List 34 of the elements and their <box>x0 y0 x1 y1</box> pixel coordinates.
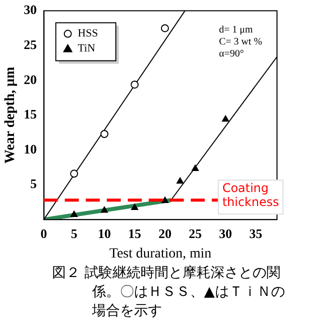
x-tick-label: 25 <box>188 226 202 241</box>
caption: 図２ 試験継続時間と摩耗深さとの関係。〇はＨＳＳ、▲はＴｉＮの場合を示す <box>52 264 286 321</box>
y-tick-label: 15 <box>24 106 38 122</box>
point <box>100 130 108 138</box>
x-tick-label: 20 <box>158 226 172 241</box>
point <box>222 115 230 122</box>
point <box>161 196 168 204</box>
point <box>176 177 184 184</box>
x-tick-label: 10 <box>98 226 111 241</box>
point <box>70 170 78 178</box>
point <box>160 24 169 32</box>
x-axis-title: Test duration, min <box>109 246 212 262</box>
annotation: d= 1 μm <box>219 24 253 36</box>
point <box>100 206 108 213</box>
y-tick-label: 20 <box>24 72 37 87</box>
annotation: C= 3 wt % <box>219 36 262 48</box>
point <box>131 204 138 210</box>
point <box>192 164 199 172</box>
annotation: α=90° <box>219 48 244 60</box>
y-tick-label: 25 <box>24 36 38 52</box>
y-tick-label: 5 <box>30 176 38 192</box>
legend-label: TiN <box>78 42 96 55</box>
y-tick-label: 30 <box>24 2 37 18</box>
x-tick-label: 35 <box>249 226 263 241</box>
y-axis-title: Wear depth, μm <box>3 66 18 164</box>
x-tick-label: 5 <box>70 226 78 241</box>
x-tick-label: 0 <box>40 226 48 241</box>
x-tick-label: 30 <box>219 226 232 241</box>
ref-line-label: Coating thickness <box>222 181 280 210</box>
x-tick-label: 15 <box>128 226 142 241</box>
point <box>130 80 139 89</box>
legend-label: HSS <box>78 28 98 40</box>
point <box>70 210 78 217</box>
y-tick-label: 10 <box>24 141 37 156</box>
